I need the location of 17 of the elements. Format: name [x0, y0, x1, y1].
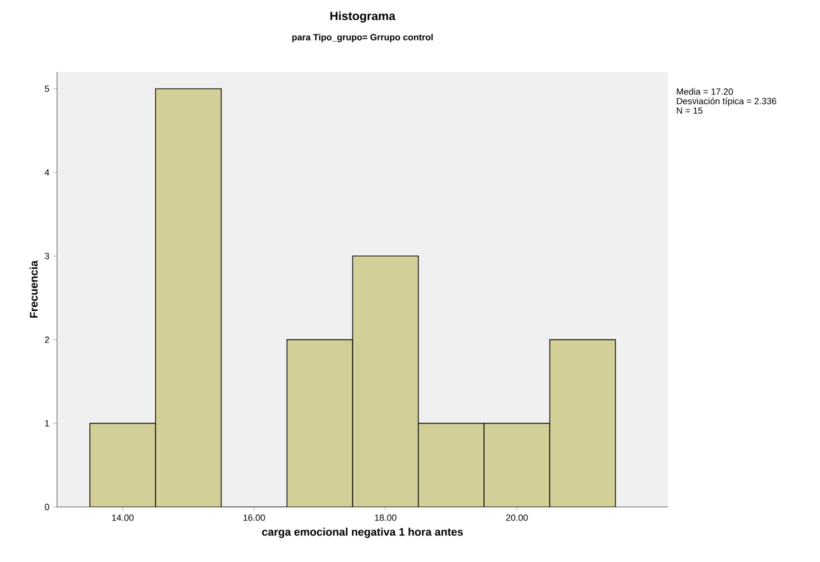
x-tick-label: 16.00	[244, 514, 265, 521]
y-tick-label: 3	[44, 252, 50, 260]
y-tick-label: 1	[45, 420, 50, 426]
x-tick-label: 20.00	[506, 514, 528, 521]
y-tick-label: 2	[44, 336, 50, 343]
text: Desviación típica = 2.336	[676, 98, 776, 106]
y-axis-title: Frecuencia	[30, 260, 38, 318]
chart-title: Histograma	[330, 11, 396, 23]
y-tick-label: 5	[44, 86, 50, 92]
chart-subtitle: para Tipo_grupo= Grrupo control	[292, 34, 433, 42]
x-axis-title: carga emocional negativa 1 hora antes	[262, 528, 463, 538]
x-tick-label: 14.00	[112, 514, 134, 521]
text: N = 15	[676, 107, 702, 114]
text: Media = 17.20	[676, 88, 733, 95]
x-tick-label: 18.00	[374, 514, 396, 521]
y-tick-label: 4	[44, 169, 50, 176]
y-tick-label: 0	[44, 504, 50, 510]
